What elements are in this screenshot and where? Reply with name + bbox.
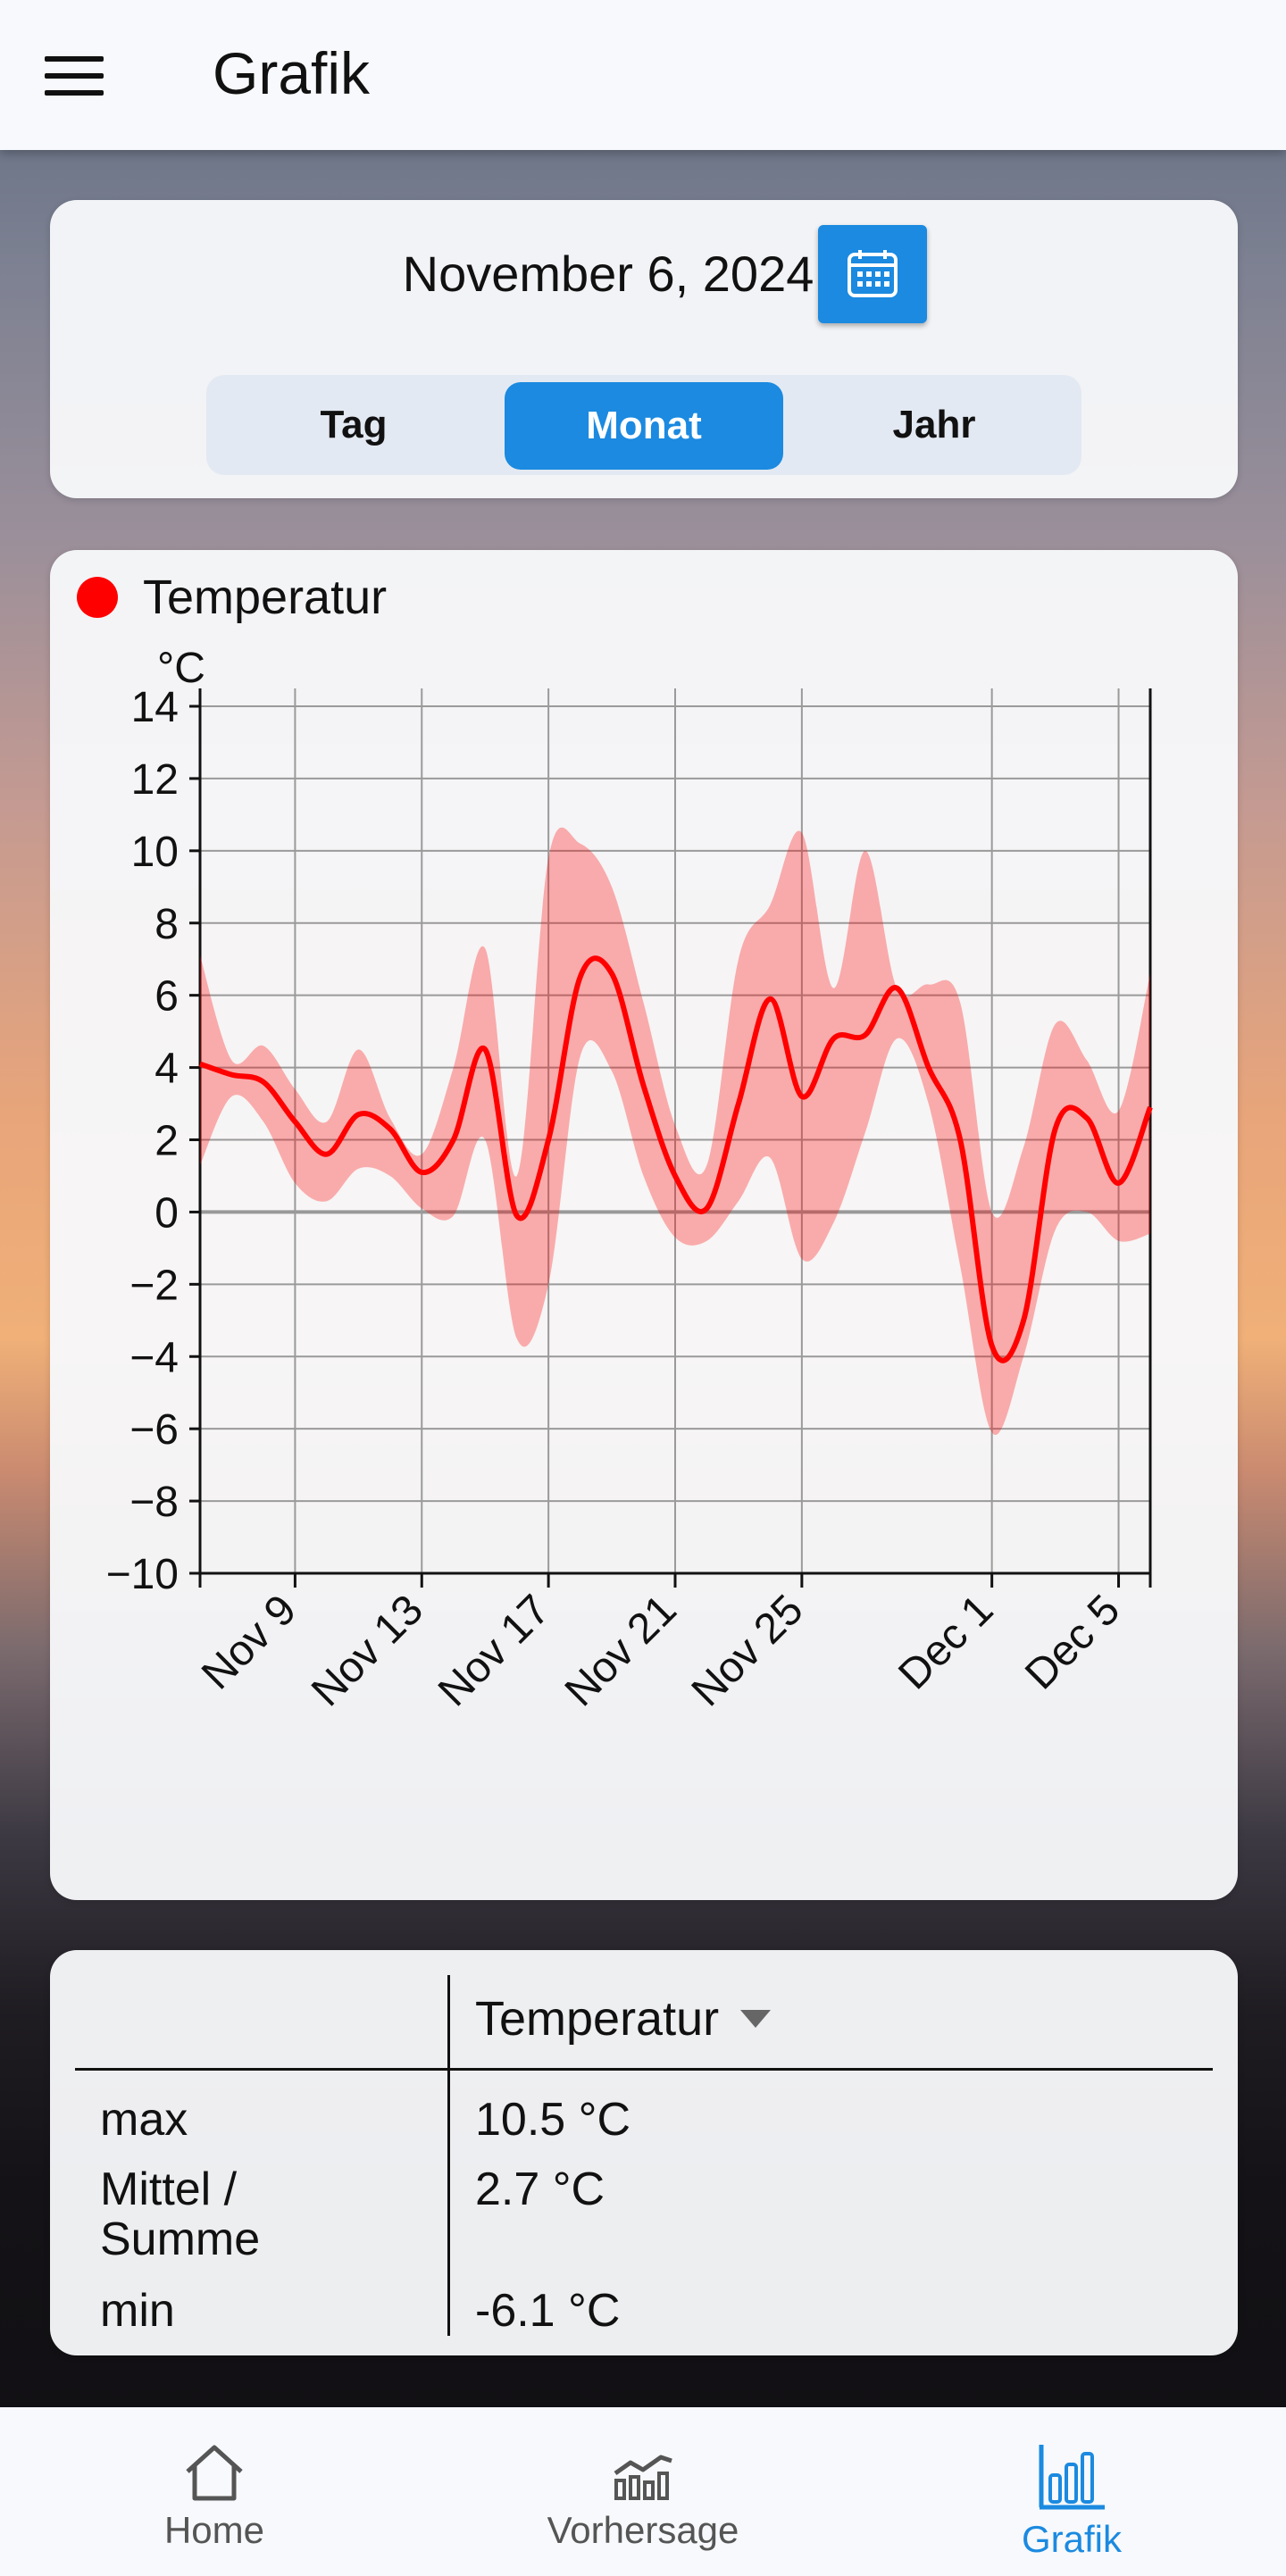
x-tick-label: Nov 25 <box>683 1586 813 1715</box>
calendar-icon <box>848 250 898 297</box>
x-tick-label: Dec 5 <box>1016 1586 1129 1698</box>
row-label-mean-line2: Summe <box>100 2213 261 2265</box>
row-label-min: min <box>100 2285 175 2337</box>
dropdown-caret-icon <box>740 2010 772 2028</box>
hamburger-menu-icon[interactable] <box>45 56 104 96</box>
segment-monat[interactable]: Monat <box>505 382 783 470</box>
x-tick-label: Nov 9 <box>193 1586 305 1698</box>
y-tick-label: 0 <box>154 1189 179 1237</box>
y-tick-label: −10 <box>106 1551 179 1598</box>
y-tick-label: 6 <box>154 973 179 1021</box>
stats-table: Temperatur max 10.5 °C Mittel / Summe 2.… <box>50 1950 1238 2355</box>
row-value-mean: 2.7 °C <box>475 2163 605 2215</box>
table-divider-horizontal <box>75 2068 1213 2071</box>
segment-tag[interactable]: Tag <box>320 403 388 446</box>
chart-card: Temperatur °C 14 12 10 8 6 4 2 0 −2 −4 −6 −8 −10 Nov 9… <box>50 550 1238 1900</box>
y-tick-label: 14 <box>131 684 179 731</box>
nav-home[interactable]: Home <box>134 2407 295 2576</box>
y-tick-label: −2 <box>129 1262 179 1309</box>
nav-forecast-label: Vorhersage <box>547 2509 739 2551</box>
bottom-navigation: Home Vorhersage Grafik <box>0 2407 1286 2576</box>
y-tick-label: 12 <box>131 756 179 804</box>
x-tick-label: Nov 21 <box>556 1586 686 1715</box>
nav-grafik[interactable]: Grafik <box>1000 2407 1143 2576</box>
top-app-bar: Grafik <box>0 0 1286 150</box>
row-value-max: 10.5 °C <box>475 2094 631 2146</box>
y-tick-label: 2 <box>154 1118 179 1165</box>
y-tick-label: 8 <box>154 901 179 948</box>
temperature-range-band <box>200 827 1150 1435</box>
x-tick-label: Nov 13 <box>303 1586 432 1715</box>
x-tick-label: Nov 17 <box>430 1586 559 1715</box>
y-tick-label: 4 <box>154 1046 179 1093</box>
y-tick-label: −6 <box>129 1406 179 1454</box>
page-title: Grafik <box>213 40 371 106</box>
column-header: Temperatur <box>475 1992 720 2046</box>
selected-date[interactable]: November 6, 2024 <box>402 246 814 302</box>
table-divider-vertical <box>447 1975 450 2336</box>
y-axis-unit-label: °C <box>157 645 205 692</box>
home-icon <box>186 2445 243 2501</box>
period-segmented-control: Tag Monat Jahr <box>206 375 1081 475</box>
row-label-max: max <box>100 2094 188 2146</box>
temperature-line <box>199 955 1153 1363</box>
date-selector-card: November 6, 2024 Tag Monat Jahr <box>50 200 1238 498</box>
row-value-min: -6.1 °C <box>475 2285 621 2337</box>
row-label-mean-line1: Mittel / <box>100 2163 238 2215</box>
bar-chart-icon <box>1039 2445 1105 2510</box>
legend-marker <box>77 577 118 618</box>
calendar-button[interactable] <box>818 225 927 323</box>
x-tick-label: Dec 1 <box>889 1586 1002 1698</box>
segment-jahr[interactable]: Jahr <box>892 403 976 446</box>
legend-label[interactable]: Temperatur <box>143 571 388 624</box>
nav-home-label: Home <box>163 2509 265 2551</box>
y-tick-label: −4 <box>129 1334 179 1381</box>
column-select-dropdown[interactable]: Temperatur <box>475 1991 772 2047</box>
nav-forecast[interactable]: Vorhersage <box>518 2407 768 2576</box>
nav-grafik-label: Grafik <box>1021 2518 1122 2560</box>
y-tick-label: −8 <box>129 1479 179 1526</box>
forecast-chart-icon <box>614 2455 672 2500</box>
y-tick-label: 10 <box>131 829 179 876</box>
